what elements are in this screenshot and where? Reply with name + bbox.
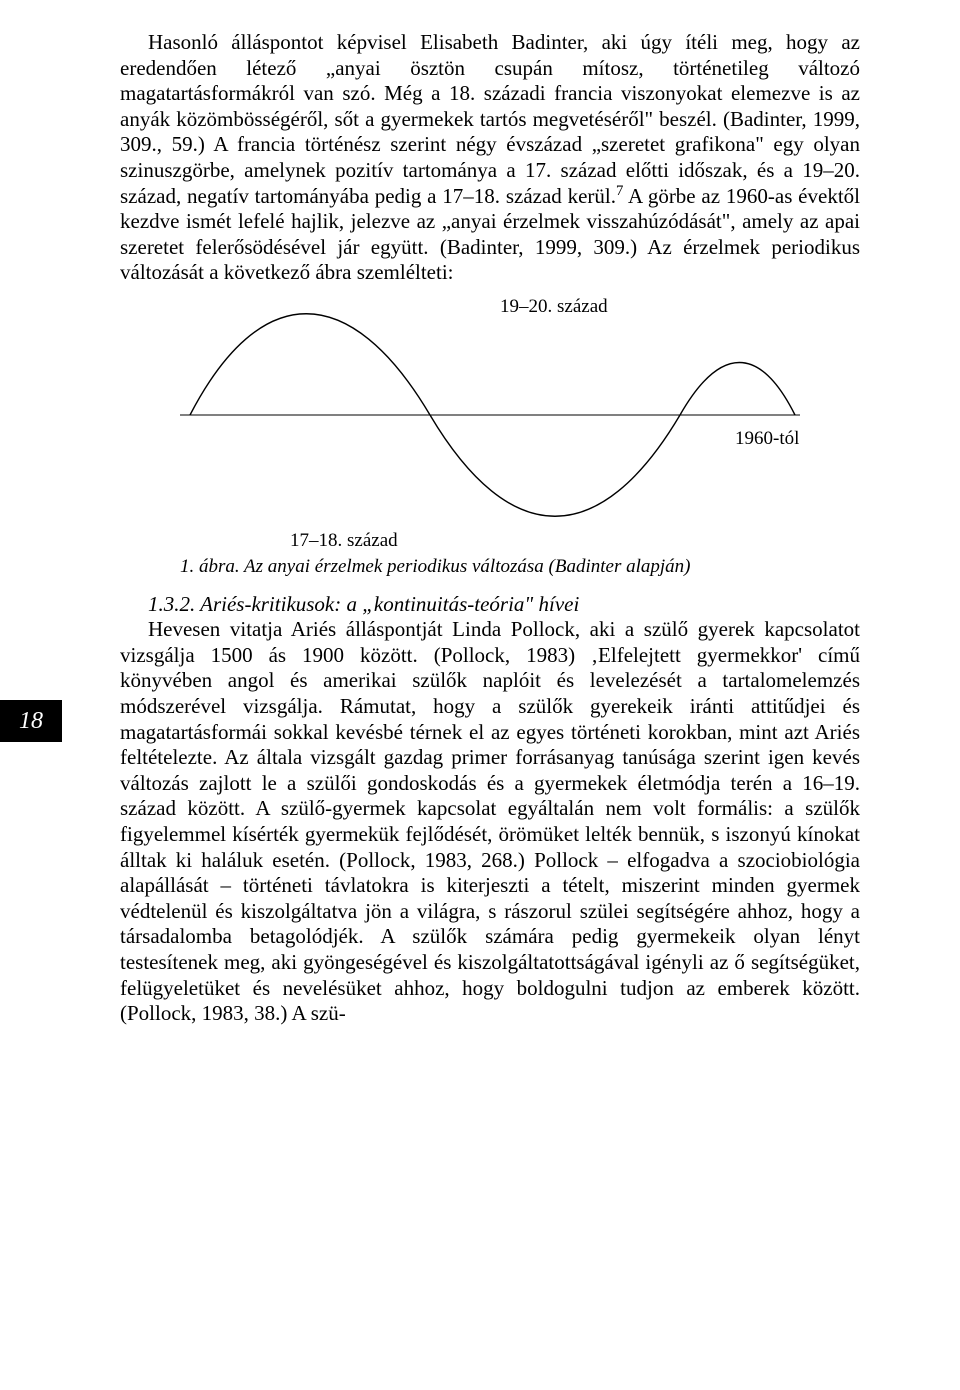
page-container: 18 Hasonló álláspontot képvisel Elisabet…	[0, 0, 960, 1067]
sine-curve-svg	[180, 300, 800, 530]
chart-label-trough: 17–18. század	[290, 530, 860, 552]
paragraph-1a-text: Hasonló álláspontot képvisel Elisabeth B…	[120, 30, 860, 208]
chart-label-peak: 19–20. század	[500, 296, 608, 318]
sine-chart: 19–20. század 1960-tól 17–18. század	[120, 300, 860, 552]
chart-label-tail: 1960-tól	[735, 428, 799, 450]
paragraph-1: Hasonló álláspontot képvisel Elisabeth B…	[120, 30, 860, 286]
paragraph-2: Hevesen vitatja Ariés álláspontját Linda…	[120, 617, 860, 1027]
page-number: 18	[19, 708, 43, 735]
figure-caption: 1. ábra. Az anyai érzelmek periodikus vá…	[180, 556, 860, 578]
page-number-box: 18	[0, 700, 62, 742]
section-heading: 1.3.2. Ariés-kritikusok: a „kontinuitás-…	[120, 592, 860, 617]
